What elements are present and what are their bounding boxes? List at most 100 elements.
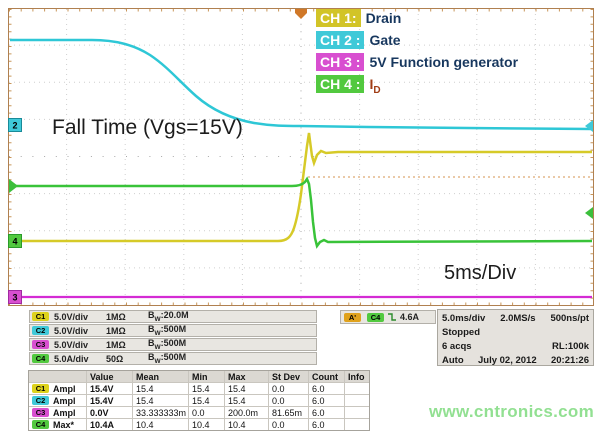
measurement-row-c2: C2 Ampl 15.4V 15.4 15.4 15.4 0.0 6.0 <box>29 395 369 407</box>
c4-badge: C4 <box>32 354 49 363</box>
meas-value: 10.4A <box>87 419 133 430</box>
c4-impedance: 50Ω <box>106 353 124 364</box>
meas-info <box>345 395 369 406</box>
ch2-right-marker <box>585 120 593 132</box>
meas-mean: 15.4 <box>133 383 189 394</box>
c1-impedance: 1MΩ <box>106 311 126 322</box>
c3-scale: 5.0V/div <box>54 339 89 350</box>
horizontal-acquisition-panel[interactable]: 5.0ms/div 2.0MS/s 500ns/pt Stopped 6 acq… <box>437 309 594 366</box>
meas-max: 15.4 <box>225 395 269 406</box>
ch2-gate-trace <box>10 38 593 131</box>
header-min: Min <box>189 371 225 382</box>
channel-legend: CH 1: Drain CH 2 : Gate CH 3 :5V Function … <box>316 9 518 104</box>
meas-mean: 10.4 <box>133 419 189 430</box>
ch2-position-marker <box>8 118 22 132</box>
c4-bandwidth: BW:500M <box>148 352 187 365</box>
oscilloscope-display: 2 4 3 CH 1: Drain CH 2 : Gate CH 3 :5V Fun… <box>8 8 594 306</box>
trigger-readout[interactable]: A' C4 4.6A <box>340 310 436 324</box>
trigger-event-badge: A' <box>344 312 361 322</box>
legend-ch2-name: Gate <box>369 32 401 48</box>
c4-scale: 5.0A/div <box>54 353 89 364</box>
ch3-position-label: 3 <box>12 293 17 303</box>
measurement-row-c3: C3 Ampl 0.0V 33.333333m 0.0 200.0m 81.65m… <box>29 407 369 419</box>
meas-mean: 33.333333m <box>133 407 189 418</box>
legend-ch4-label: CH 4 : <box>316 75 365 93</box>
header-count: Count <box>309 371 345 382</box>
meas-stdev: 81.65m <box>269 407 309 418</box>
c2-bandwidth: BW:500M <box>148 324 187 337</box>
legend-item-ch4: CH 4 : ID <box>316 75 518 100</box>
measurement-header-row: Value Mean Min Max St Dev Count Info <box>29 371 369 383</box>
legend-item-ch2: CH 2 : Gate <box>316 31 518 49</box>
meas-stdev: 0.0 <box>269 395 309 406</box>
c2-badge: C2 <box>32 326 49 335</box>
measurement-table: Value Mean Min Max St Dev Count Info C1 A… <box>28 370 370 431</box>
falling-edge-icon <box>388 313 396 321</box>
fall-time-annotation: Fall Time (Vgs=15V) <box>52 116 243 139</box>
meas-mean: 15.4 <box>133 395 189 406</box>
legend-ch4-name: ID <box>369 76 381 96</box>
ch2-position-label: 2 <box>12 121 17 131</box>
c4-badge: C4 <box>32 420 49 429</box>
meas-stdev: 0.0 <box>269 383 309 394</box>
meas-min: 10.4 <box>189 419 225 430</box>
header-stdev: St Dev <box>269 371 309 382</box>
meas-max: 10.4 <box>225 419 269 430</box>
meas-min: 0.0 <box>189 407 225 418</box>
meas-max: 15.4 <box>225 383 269 394</box>
meas-name: Ampl <box>53 407 76 418</box>
measurement-row-c1: C1 Ampl 15.4V 15.4 15.4 15.4 0.0 6.0 <box>29 383 369 395</box>
meas-name: Ampl <box>53 395 76 406</box>
graticule-frame <box>8 8 594 306</box>
time-per-div-annotation: 5ms/Div <box>444 262 517 284</box>
meas-count: 6.0 <box>309 395 345 406</box>
acquisition-state: Stopped <box>442 327 480 338</box>
channel-c4-settings[interactable]: C4 5.0A/div 50Ω BW:500M <box>29 352 317 365</box>
meas-count: 6.0 <box>309 407 345 418</box>
meas-info <box>345 383 369 394</box>
c3-impedance: 1MΩ <box>106 339 126 350</box>
legend-ch1-name: Drain <box>365 10 402 26</box>
meas-min: 15.4 <box>189 395 225 406</box>
trigger-level: 4.6A <box>400 312 420 322</box>
meas-min: 15.4 <box>189 383 225 394</box>
date: July 02, 2012 <box>477 355 537 366</box>
c2-impedance: 1MΩ <box>106 325 126 336</box>
meas-value: 15.4V <box>87 395 133 406</box>
c1-bandwidth: BW:20.0M <box>148 310 189 323</box>
legend-ch3-name: 5V Function generator <box>369 54 519 70</box>
channel-c2-settings[interactable]: C2 5.0V/div 1MΩ BW:500M <box>29 324 317 337</box>
ch4-id-trace <box>10 176 593 249</box>
channel-settings-panel: C1 5.0V/div 1MΩ BW:20.0M C2 5.0V/div 1MΩ… <box>29 310 317 366</box>
c3-badge: C3 <box>32 408 49 417</box>
meas-max: 200.0m <box>225 407 269 418</box>
meas-count: 6.0 <box>309 419 345 430</box>
c1-badge: C1 <box>32 384 49 393</box>
meas-value: 0.0V <box>87 407 133 418</box>
meas-name: Ampl <box>53 383 76 394</box>
ch4-position-marker <box>8 234 22 248</box>
channel-c3-settings[interactable]: C3 5.0V/div 1MΩ BW:500M <box>29 338 317 351</box>
c1-scale: 5.0V/div <box>54 311 89 322</box>
ch4-position-label: 4 <box>12 237 17 247</box>
channel-c1-settings[interactable]: C1 5.0V/div 1MΩ BW:20.0M <box>29 310 317 323</box>
meas-count: 6.0 <box>309 383 345 394</box>
c3-badge: C3 <box>32 340 49 349</box>
legend-ch2-label: CH 2 : <box>316 31 365 49</box>
legend-ch3-label: CH 3 : <box>316 53 365 71</box>
c1-badge: C1 <box>32 312 49 321</box>
graticule-grid <box>8 8 594 306</box>
resolution: 500ns/pt <box>550 313 589 324</box>
trigger-source-badge: C4 <box>367 312 384 322</box>
legend-item-ch1: CH 1: Drain <box>316 9 518 27</box>
trigger-level-marker <box>585 207 593 219</box>
trigger-position-marker <box>295 9 307 19</box>
ch4-level-arrow <box>9 179 18 193</box>
header-blank <box>29 371 87 382</box>
meas-name: Max* <box>53 419 75 430</box>
c3-bandwidth: BW:500M <box>148 338 187 351</box>
measurement-row-c4: C4 Max* 10.4A 10.4 10.4 10.4 0.0 6.0 <box>29 419 369 430</box>
meas-stdev: 0.0 <box>269 419 309 430</box>
header-max: Max <box>225 371 269 382</box>
meas-info <box>345 407 369 418</box>
